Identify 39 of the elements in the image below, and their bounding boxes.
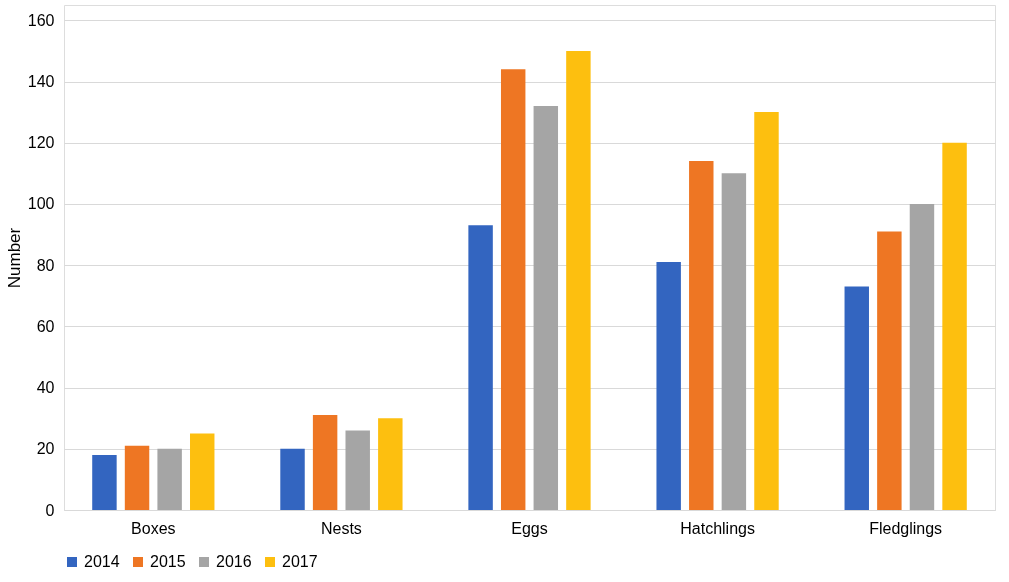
x-tick-label: Hatchlings	[680, 519, 755, 537]
y-tick-label: 80	[36, 256, 55, 274]
bar	[566, 50, 591, 510]
y-tick-label: 120	[27, 134, 55, 152]
bar	[190, 433, 215, 510]
bar	[280, 448, 305, 510]
bar	[500, 69, 526, 510]
y-tick-label: 20	[36, 440, 55, 458]
bar	[378, 418, 403, 510]
bar	[468, 225, 493, 510]
y-tick-label: 40	[36, 379, 55, 397]
x-tick-label: Fledglings	[869, 519, 943, 537]
bar	[689, 161, 714, 510]
x-tick-label: Nests	[320, 519, 362, 537]
bar	[877, 231, 902, 510]
bar	[754, 112, 779, 510]
bar	[721, 173, 747, 510]
legend-label: 2017	[282, 553, 318, 570]
bar	[92, 454, 117, 510]
y-tick-label: 100	[27, 195, 55, 213]
bar	[909, 203, 935, 510]
bar	[157, 448, 182, 510]
bar	[312, 415, 338, 510]
y-tick-label: 60	[36, 317, 55, 335]
bar	[656, 262, 681, 510]
x-tick-label: Eggs	[511, 519, 548, 537]
y-tick-label: 140	[27, 73, 55, 91]
y-tick-label: 160	[27, 11, 55, 29]
y-tick-label: 0	[45, 501, 55, 519]
bar	[345, 430, 370, 510]
bar	[533, 106, 559, 510]
legend-label: 2014	[84, 553, 120, 570]
y-axis-title: Number	[4, 227, 24, 289]
bar	[124, 445, 150, 510]
legend-label: 2015	[150, 553, 186, 570]
bar	[942, 142, 967, 510]
x-tick-label: Boxes	[131, 519, 176, 537]
bar	[844, 286, 869, 510]
legend-label: 2016	[216, 553, 252, 570]
